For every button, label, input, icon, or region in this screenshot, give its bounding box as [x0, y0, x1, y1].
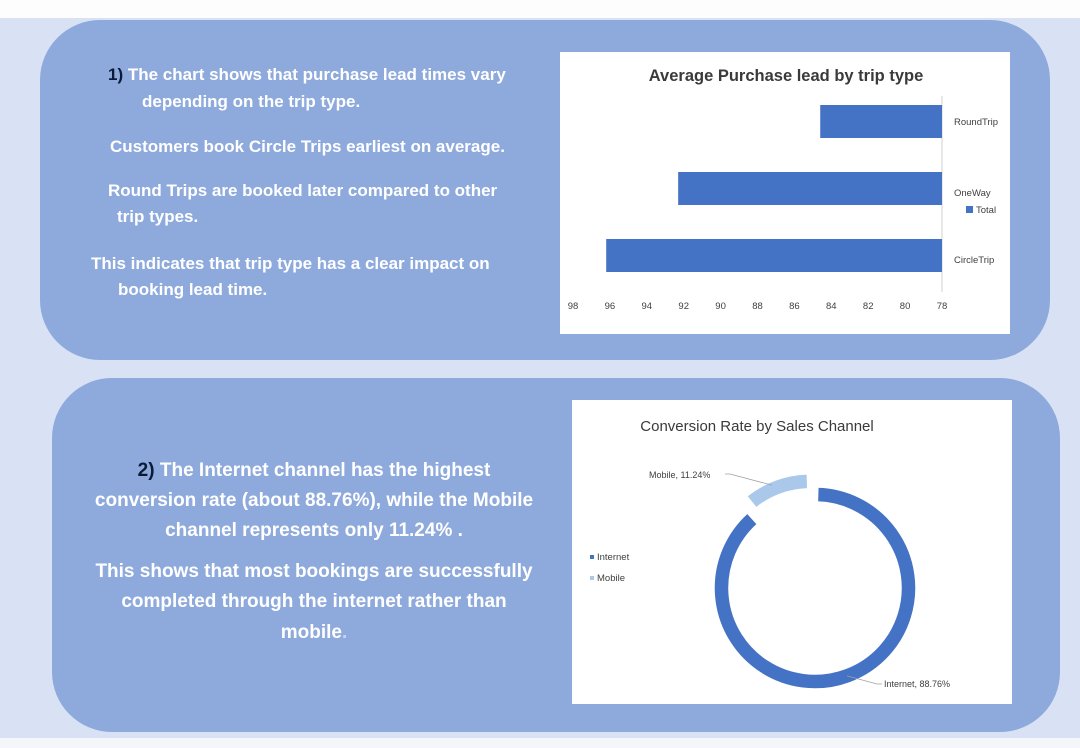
- panel1-paragraph-1: 1) The chart shows that purchase lead ti…: [108, 62, 506, 88]
- legend-label-mobile: Mobile: [597, 573, 625, 584]
- slice-internet: [713, 486, 917, 690]
- panel2-line2: conversion rate (about 88.76%), while th…: [94, 490, 534, 511]
- x-tick-label: 92: [678, 301, 689, 312]
- category-label-oneway: OneWay: [954, 188, 991, 199]
- bar-circletrip: [606, 239, 942, 272]
- x-tick-label: 96: [605, 301, 616, 312]
- bar-roundtrip: [820, 105, 942, 138]
- panel1-p4-line1: This indicates that trip type has a clea…: [91, 254, 490, 273]
- x-tick-label: 86: [789, 301, 800, 312]
- legend-label-total: Total: [976, 205, 996, 216]
- panel1-p3-line1: Round Trips are booked later compared to…: [108, 181, 498, 200]
- x-tick-label: 88: [752, 301, 763, 312]
- bar-chart: Average Purchase lead by trip type RoundT…: [568, 67, 998, 312]
- page-top-edge: [0, 0, 1080, 18]
- panel2-line3: channel represents only 11.24% .: [165, 520, 463, 541]
- page-bottom-edge: [0, 738, 1080, 748]
- x-tick-label: 98: [568, 301, 579, 312]
- panel2-line1: The Internet channel has the highest: [159, 460, 491, 481]
- data-label-mobile: Mobile, 11.24%: [649, 470, 710, 480]
- panel2-number: 2): [137, 460, 155, 481]
- legend-swatch-mobile: [590, 576, 594, 580]
- category-label-circletrip: CircleTrip: [954, 255, 994, 266]
- bar-oneway: [678, 172, 942, 205]
- panel1-line2: depending on the trip type.: [142, 92, 361, 111]
- chart-title: Average Purchase lead by trip type: [649, 67, 924, 85]
- x-tick-label: 94: [642, 301, 653, 312]
- panel1-line1: The chart shows that purchase lead times…: [127, 65, 506, 84]
- x-tick-label: 80: [900, 301, 911, 312]
- leader-line-internet: [846, 675, 882, 685]
- chart-title: Conversion Rate by Sales Channel: [640, 418, 873, 435]
- category-label-roundtrip: RoundTrip: [954, 117, 998, 128]
- panel2-p2-line2: completed through the internet rather th…: [121, 591, 507, 612]
- bar-chart-box: Average Purchase lead by trip type RoundT…: [560, 52, 1010, 334]
- slice-mobile: [745, 473, 809, 509]
- legend-swatch-internet: [590, 555, 594, 559]
- panel2-p2-line3: mobile.: [72, 618, 556, 648]
- x-tick-label: 90: [715, 301, 726, 312]
- panel2-paragraph-1-line1: 2) The Internet channel has the highest: [72, 456, 556, 486]
- doughnut-chart: Conversion Rate by Sales Channel Internet…: [590, 418, 950, 690]
- panel1-paragraph-2: Customers book Circle Trips earliest on …: [110, 137, 505, 156]
- doughnut-chart-box: Conversion Rate by Sales Channel Internet…: [572, 400, 1012, 704]
- legend-swatch-total: [966, 206, 973, 213]
- panel2-p2-line3-text: mobile: [280, 622, 342, 643]
- x-tick-label: 78: [937, 301, 948, 312]
- leader-line-mobile: [725, 473, 772, 486]
- panel1-number: 1): [108, 65, 124, 84]
- legend-label-internet: Internet: [597, 552, 630, 563]
- x-tick-label: 84: [826, 301, 837, 312]
- data-label-internet: Internet, 88.76%: [884, 679, 950, 689]
- panel2-p2-line1: This shows that most bookings are succes…: [95, 561, 533, 582]
- panel1-p4-line2: booking lead time.: [118, 280, 268, 299]
- panel1-p3-line2: trip types.: [117, 207, 199, 226]
- panel2-p2-period: .: [341, 622, 348, 643]
- x-tick-label: 82: [863, 301, 874, 312]
